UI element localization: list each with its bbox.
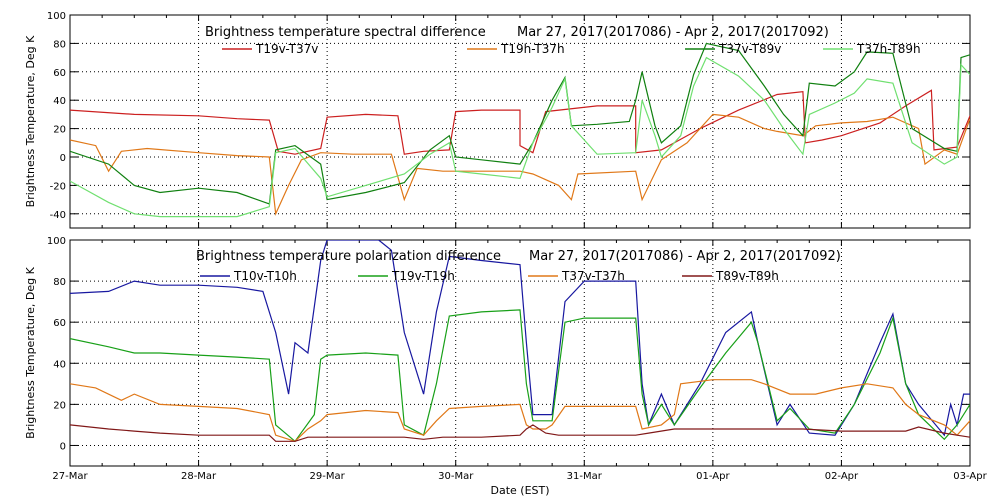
series-line-T19v-T19h (70, 309, 970, 443)
x-axis-tick-labels: 27-Mar 28-Mar 29-Mar 30-Mar 31-Mar 01-Apr 02-A… (52, 471, 987, 482)
x-tick-label: 27-Mar (52, 471, 88, 482)
spectral-difference-panel: -40 -20 0 20 40 60 80 100 Brightness Temperature… (24, 11, 971, 229)
x-tick-label: 02-Apr (825, 471, 859, 482)
x-tick-label: 03-Apr (953, 471, 987, 482)
series-line-T37h-T89h (70, 56, 970, 218)
y-tick-label: 80 (53, 39, 66, 50)
chart-title: Brightness temperature spectral differen… (205, 25, 486, 40)
x-tick-label: 28-Mar (181, 471, 217, 482)
y-tick-label: 80 (53, 277, 66, 288)
legend-label: T89v-T89h (715, 269, 779, 283)
y-tick-label: 60 (53, 318, 66, 329)
polarization-difference-panel: 0 20 40 60 80 100 Brightness Temperature, Deg … (24, 236, 971, 467)
legend-label: T19h-T37h (500, 42, 565, 56)
y-tick-label: 0 (60, 153, 66, 164)
y-tick-label: -20 (50, 181, 66, 192)
y-tick-label: 0 (60, 441, 66, 452)
chart-date-range: Mar 27, 2017(2017086) - Apr 2, 2017(2017… (517, 25, 829, 40)
chart-title: Brightness temperature polarization diff… (196, 249, 501, 264)
y-tick-label: 20 (53, 125, 66, 136)
y-axis-title: Brightness Temperature, Deg K (24, 266, 37, 438)
x-tick-label: 29-Mar (310, 471, 346, 482)
x-tick-label: 30-Mar (438, 471, 474, 482)
y-tick-label: -40 (50, 210, 66, 221)
legend-label: T19v-T37v (255, 42, 318, 56)
y-tick-label: 40 (53, 359, 66, 370)
legend-label: T37v-T89v (718, 42, 781, 56)
series-line-T37v-T89v (70, 42, 970, 205)
y-tick-label: 40 (53, 96, 66, 107)
y-tick-label: 100 (47, 11, 66, 22)
series-line-T19h-T37h (70, 113, 970, 217)
y-axis-title: Brightness Temperature, Deg K (24, 35, 37, 207)
chart-date-range: Mar 27, 2017(2017086) - Apr 2, 2017(2017… (529, 249, 841, 264)
x-axis-title: Date (EST) (490, 484, 549, 497)
series-line-T89v-T89h (70, 424, 970, 442)
y-tick-label: 60 (53, 68, 66, 79)
legend-label: T37v-T37h (561, 269, 625, 283)
legend-label: T37h-T89h (856, 42, 921, 56)
series-line-T19v-T37v (70, 89, 970, 155)
y-tick-label: 20 (53, 400, 66, 411)
legend-label: T10v-T10h (233, 269, 297, 283)
legend-label: T19v-T19h (391, 269, 455, 283)
x-tick-label: 31-Mar (567, 471, 603, 482)
x-tick-label: 01-Apr (696, 471, 730, 482)
y-tick-label: 100 (47, 236, 66, 247)
series-line-T10v-T10h (70, 240, 970, 437)
